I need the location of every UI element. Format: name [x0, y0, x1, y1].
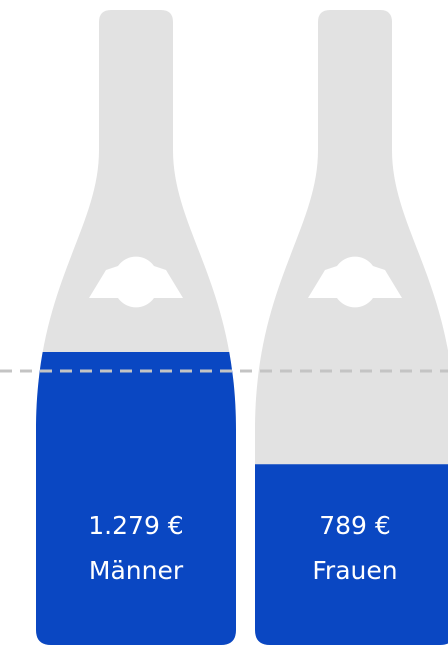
chart: 1.279 € Männer 789 € Frauen [0, 0, 448, 649]
category-label: Frauen [312, 556, 397, 585]
value-label: 789 € [319, 511, 391, 540]
value-label: 1.279 € [88, 511, 183, 540]
fill-bar [26, 352, 246, 645]
bottles [26, 10, 448, 645]
page: {"chart_data": {"type": "bottle", "categ… [0, 0, 448, 649]
category-label: Männer [89, 556, 184, 585]
fill-bar [245, 464, 448, 645]
